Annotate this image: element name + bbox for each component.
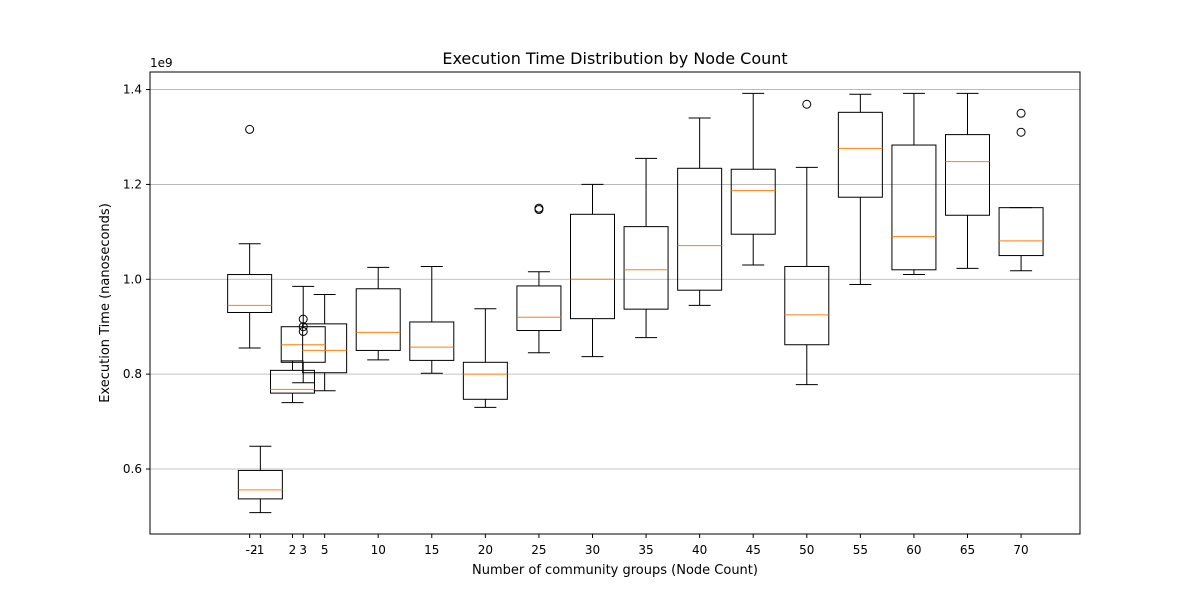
outlier-point xyxy=(298,326,308,336)
interquartile-box xyxy=(462,361,508,400)
interquartile-box xyxy=(998,207,1044,257)
interquartile-box xyxy=(302,323,348,374)
x-tick-label: 55 xyxy=(853,543,868,557)
x-axis-ticks: -2-1 2 3 5 10 15 20 25 30 35 40 45 50 55 60 65 70 xyxy=(246,534,1029,557)
interquartile-box xyxy=(237,469,283,500)
box-60 xyxy=(891,92,937,276)
y-axis-label: Execution Time (nanoseconds) xyxy=(98,203,113,403)
interquartile-box xyxy=(355,288,401,351)
box-series xyxy=(227,92,1044,514)
outlier-point xyxy=(1016,127,1026,137)
box--1 xyxy=(237,445,283,514)
x-tick-label: -1 xyxy=(252,543,264,557)
x-tick-label: 45 xyxy=(746,543,761,557)
x-tick-label: 2 xyxy=(289,543,297,557)
interquartile-box xyxy=(270,369,315,394)
outlier-point xyxy=(802,99,812,109)
y-tick-label: 0.6 xyxy=(123,462,142,476)
interquartile-box xyxy=(837,111,883,198)
interquartile-box xyxy=(784,265,830,346)
y-axis-offset-label: 1e9 xyxy=(150,56,173,70)
x-tick-label: 25 xyxy=(531,543,546,557)
x-tick-label: 3 xyxy=(299,543,307,557)
box--2 xyxy=(227,124,273,349)
interquartile-box xyxy=(570,213,615,320)
box-40 xyxy=(677,117,723,306)
x-tick-label: 10 xyxy=(371,543,386,557)
x-axis-label: Number of community groups (Node Count) xyxy=(472,563,758,578)
y-tick-label: 1.4 xyxy=(123,83,142,97)
x-tick-label: 20 xyxy=(478,543,493,557)
plot-area-frame xyxy=(149,71,1081,535)
interquartile-box xyxy=(677,167,723,291)
box-35 xyxy=(623,157,669,339)
x-tick-label: 35 xyxy=(638,543,653,557)
interquartile-box xyxy=(730,168,776,235)
x-tick-label: -2 xyxy=(246,543,258,557)
box-45 xyxy=(730,92,776,266)
outlier-point xyxy=(245,124,255,134)
box-20 xyxy=(462,308,508,408)
y-tick-label: 1.2 xyxy=(123,177,142,191)
outlier-point xyxy=(1016,108,1026,118)
box-55 xyxy=(837,93,883,286)
box-10 xyxy=(355,266,401,361)
box-30 xyxy=(570,183,615,358)
box-70 xyxy=(998,108,1044,272)
x-tick-label: 60 xyxy=(906,543,921,557)
y-tick-label: 0.8 xyxy=(123,367,142,381)
chart-title: Execution Time Distribution by Node Coun… xyxy=(442,49,787,68)
box-5 xyxy=(302,293,348,392)
outlier-point xyxy=(534,203,544,213)
interquartile-box xyxy=(516,285,562,332)
box-2 xyxy=(270,360,315,404)
x-tick-label: 65 xyxy=(960,543,975,557)
interquartile-box xyxy=(945,134,990,216)
x-tick-label: 40 xyxy=(692,543,707,557)
interquartile-box xyxy=(227,274,273,313)
interquartile-box xyxy=(891,144,937,271)
x-tick-label: 5 xyxy=(321,543,329,557)
outlier-point xyxy=(298,314,308,324)
x-tick-label: 50 xyxy=(799,543,814,557)
x-tick-label: 30 xyxy=(585,543,600,557)
x-tick-label: 15 xyxy=(424,543,439,557)
y-axis-ticks: 0.6 0.8 1.0 1.2 1.4 xyxy=(123,83,150,476)
interquartile-box xyxy=(623,226,669,310)
y-tick-label: 1.0 xyxy=(123,272,142,286)
box-25 xyxy=(516,203,562,354)
interquartile-box xyxy=(409,321,455,361)
x-tick-label: 70 xyxy=(1013,543,1028,557)
box-15 xyxy=(409,265,455,374)
box-50 xyxy=(784,99,830,386)
box-3 xyxy=(280,285,326,384)
box-65 xyxy=(945,92,990,269)
